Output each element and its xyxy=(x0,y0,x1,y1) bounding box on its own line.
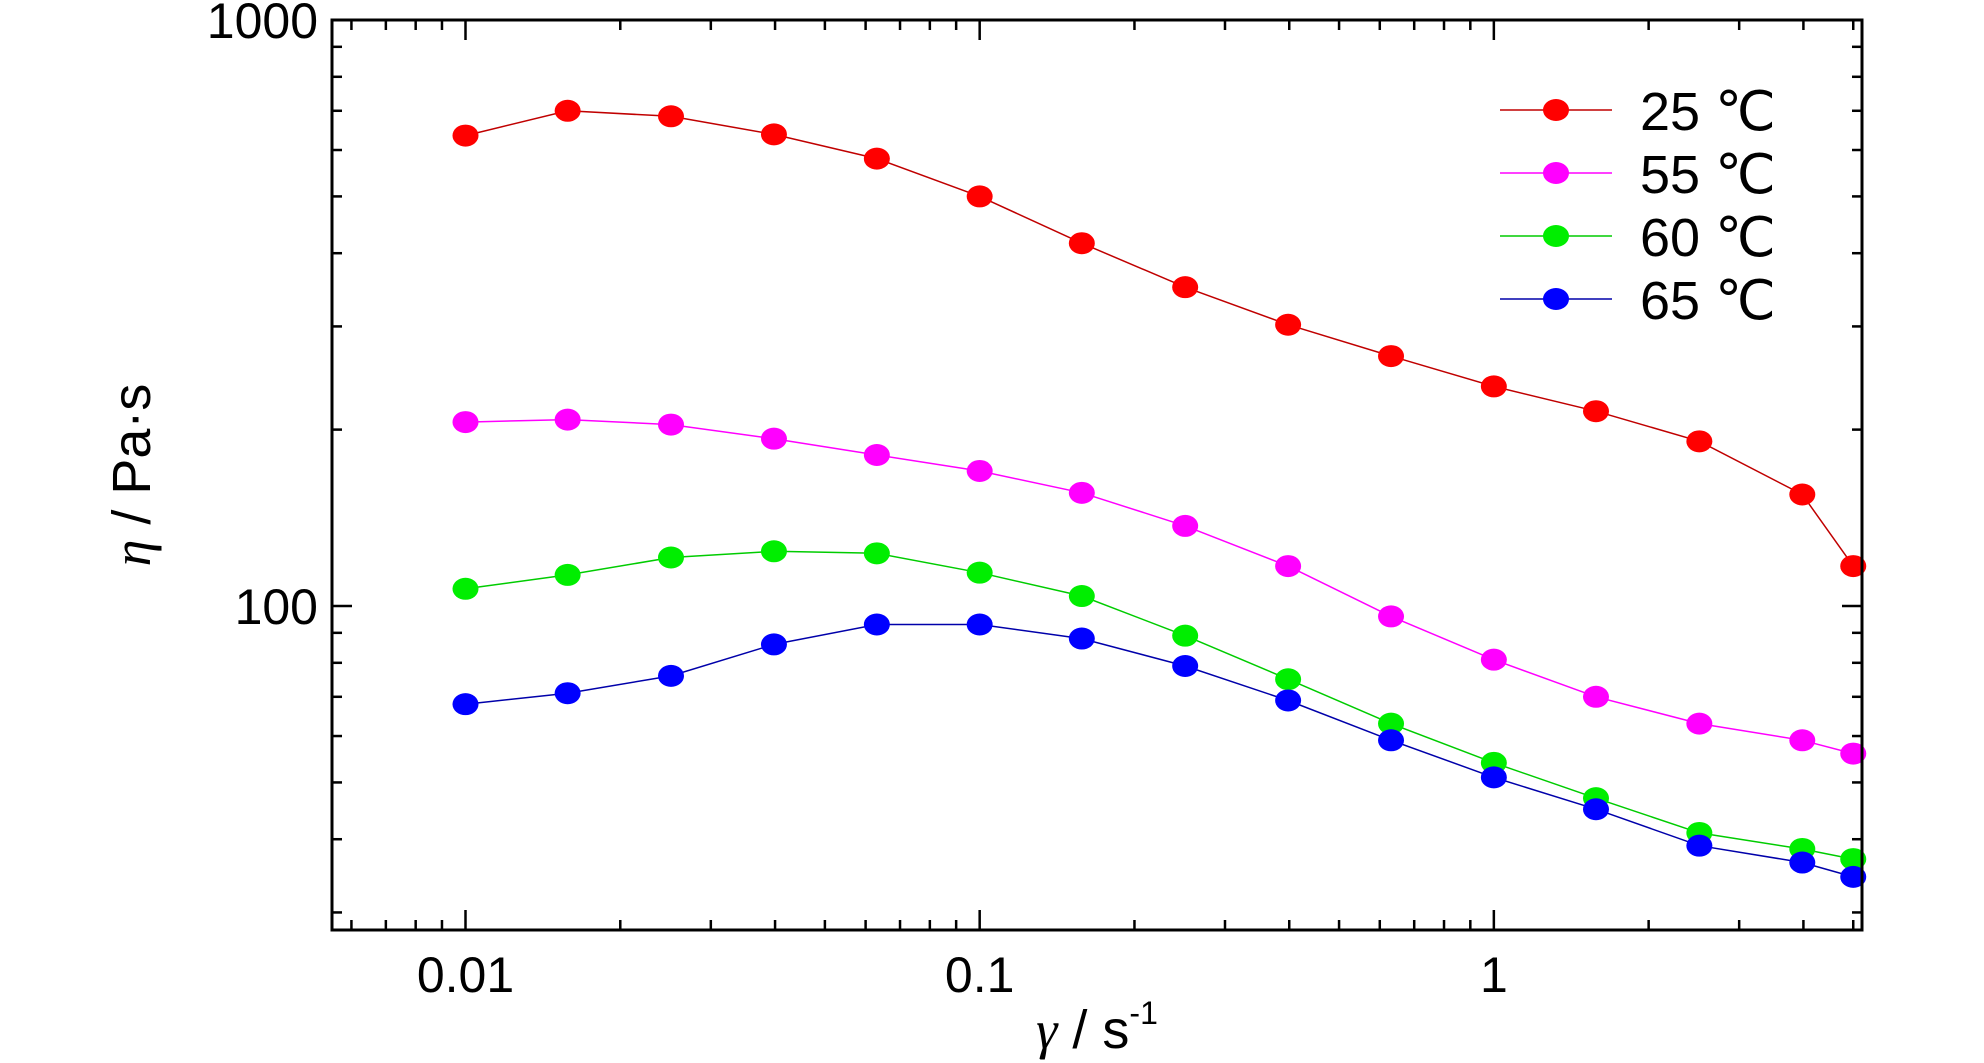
legend: 25 ℃55 ℃60 ℃65 ℃ xyxy=(1500,82,1776,331)
series-line xyxy=(465,623,1854,878)
data-point xyxy=(658,546,685,569)
data-point xyxy=(1686,712,1713,735)
data-point xyxy=(452,124,479,147)
data-point xyxy=(966,613,993,636)
data-point xyxy=(760,540,787,563)
data-point xyxy=(1582,685,1609,708)
data-point xyxy=(1378,345,1405,368)
data-point xyxy=(1789,729,1816,752)
y-tick-label: 1000 xyxy=(207,0,318,49)
legend-item: 55 ℃ xyxy=(1500,145,1776,205)
data-point xyxy=(554,99,581,122)
data-point xyxy=(1378,605,1405,628)
data-point xyxy=(1172,655,1199,678)
data-point xyxy=(966,459,993,482)
data-point xyxy=(554,408,581,431)
series-2 xyxy=(452,540,1867,871)
data-point xyxy=(1275,668,1302,691)
x-tick-label: 1 xyxy=(1480,947,1508,1003)
x-tick-label: 0.1 xyxy=(945,947,1015,1003)
data-point xyxy=(1582,798,1609,821)
data-point xyxy=(1378,712,1405,735)
data-point xyxy=(1686,430,1713,453)
data-point xyxy=(1840,848,1867,871)
data-point xyxy=(1789,483,1816,506)
data-point xyxy=(1068,627,1095,650)
y-axis-symbol: η xyxy=(102,540,162,567)
legend-item: 25 ℃ xyxy=(1500,82,1776,142)
series-0 xyxy=(452,99,1867,578)
data-point xyxy=(966,561,993,584)
data-point xyxy=(658,664,685,687)
y-axis-unit: / Pa·s xyxy=(102,384,162,540)
legend-label: 65 ℃ xyxy=(1640,271,1776,331)
data-point xyxy=(760,633,787,656)
data-point xyxy=(1172,276,1199,299)
data-point xyxy=(1840,742,1867,765)
data-point xyxy=(863,444,890,467)
data-point xyxy=(1378,729,1405,752)
x-tick-label: 0.01 xyxy=(417,947,514,1003)
x-axis-unit: / s xyxy=(1057,1000,1129,1060)
data-point xyxy=(1789,851,1816,874)
data-point xyxy=(452,693,479,716)
data-point xyxy=(1480,375,1507,398)
data-point xyxy=(863,147,890,170)
series-layer xyxy=(452,99,1867,888)
data-point xyxy=(966,185,993,208)
data-point xyxy=(1068,585,1095,608)
legend-item: 60 ℃ xyxy=(1500,208,1776,268)
legend-item: 65 ℃ xyxy=(1500,271,1776,331)
series-line xyxy=(465,550,1854,860)
data-point xyxy=(1275,313,1302,336)
data-point xyxy=(1275,689,1302,712)
x-axis-label: γ / s-1 xyxy=(1036,995,1158,1060)
data-point xyxy=(1840,865,1867,888)
data-point xyxy=(760,123,787,146)
data-point xyxy=(1582,400,1609,423)
data-point xyxy=(452,411,479,434)
data-point xyxy=(554,682,581,705)
series-3 xyxy=(452,613,1867,888)
legend-label: 25 ℃ xyxy=(1640,82,1776,142)
plot-frame xyxy=(330,18,1864,932)
data-point xyxy=(658,413,685,436)
series-1 xyxy=(452,408,1867,765)
data-point xyxy=(760,427,787,450)
series-line xyxy=(465,418,1854,755)
y-axis-label: η / Pa·s xyxy=(102,384,162,567)
y-tick-label: 100 xyxy=(235,579,318,635)
data-point xyxy=(1172,514,1199,537)
data-point xyxy=(554,563,581,586)
data-point xyxy=(658,105,685,128)
data-point xyxy=(1275,555,1302,578)
legend-label: 60 ℃ xyxy=(1640,208,1776,268)
data-point xyxy=(1480,766,1507,789)
data-point xyxy=(1172,624,1199,647)
data-point xyxy=(452,577,479,600)
x-axis-symbol: γ xyxy=(1036,1000,1059,1060)
data-point xyxy=(1840,555,1867,578)
axis-ticks: 0.01 0.1 1 100 1000 xyxy=(207,0,1862,1003)
data-point xyxy=(863,613,890,636)
data-point xyxy=(1686,834,1713,857)
data-point xyxy=(1068,481,1095,504)
data-point xyxy=(1480,648,1507,671)
data-point xyxy=(863,542,890,565)
data-point xyxy=(1068,232,1095,255)
legend-marker xyxy=(1543,288,1569,310)
legend-label: 55 ℃ xyxy=(1640,145,1776,205)
legend-marker xyxy=(1543,99,1569,121)
legend-marker xyxy=(1543,225,1569,247)
x-axis-exponent: -1 xyxy=(1129,995,1157,1031)
legend-marker xyxy=(1543,162,1569,184)
